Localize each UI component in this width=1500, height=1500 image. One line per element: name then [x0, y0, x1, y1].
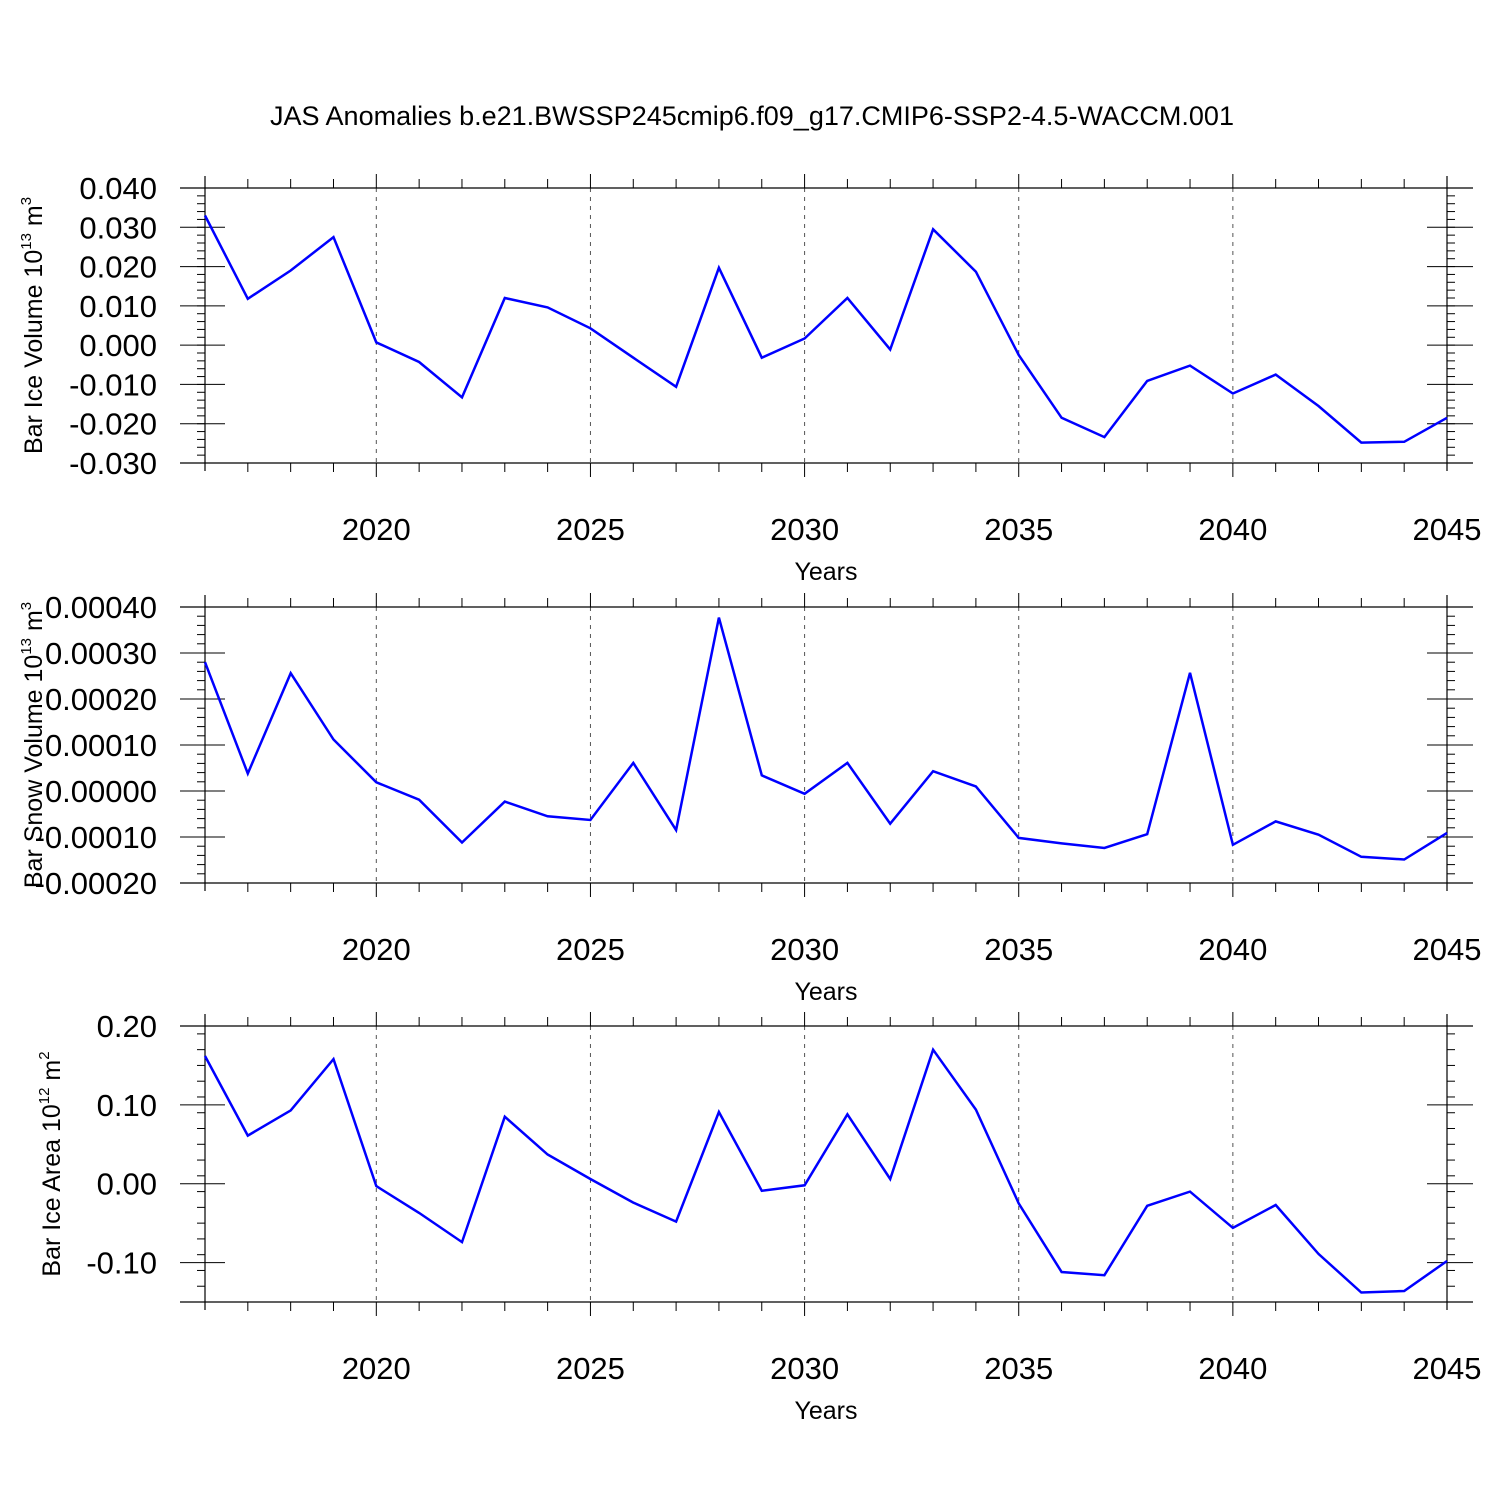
series-line — [203, 214, 1448, 444]
series-line — [203, 617, 1448, 861]
x-tick-label: 2025 — [556, 932, 625, 967]
y-tick-label: 0.00 — [97, 1167, 157, 1202]
x-tick-label: 2040 — [1198, 512, 1267, 547]
panel-3: -0.10 0.00 0.10 0.20 2020 2025 2030 2035 2040 204… — [36, 1009, 1481, 1425]
x-tick-label: 2035 — [984, 1351, 1053, 1386]
y-tick-label: 0.20 — [97, 1009, 157, 1044]
x-axis-label: Years — [794, 978, 857, 1006]
x-tick-label: 2030 — [770, 512, 839, 547]
x-tick-label: 2045 — [1413, 1351, 1482, 1386]
y-tick-label: -0.010 — [69, 367, 157, 402]
x-tick-label: 2030 — [770, 1351, 839, 1386]
y-axis-label: Bar Snow Volume 1013 m3 — [18, 602, 48, 888]
x-tick-label: 2020 — [342, 512, 411, 547]
series-line — [203, 1046, 1448, 1294]
x-tick-label: 2035 — [984, 512, 1053, 547]
y-axis-label: Bar Ice Volume 1013 m3 — [18, 197, 48, 454]
x-axis-label: Years — [794, 558, 857, 586]
y-tick-label: -0.020 — [69, 407, 157, 442]
y-axis-label: Bar Ice Area 1012 m2 — [36, 1051, 66, 1276]
y-tick-label: 0.030 — [79, 210, 157, 245]
x-axis-label: Years — [794, 1397, 857, 1425]
x-tick-label: 2020 — [342, 1351, 411, 1386]
x-tick-label: 2030 — [770, 932, 839, 967]
chart-title: JAS Anomalies b.e21.BWSSP245cmip6.f09_g1… — [270, 101, 1234, 131]
x-tick-label: 2040 — [1198, 932, 1267, 967]
y-tick-label: 0.00030 — [45, 636, 157, 671]
panel-1: -0.030 -0.020 -0.010 0.000 0.010 0.020 0.030 0.… — [18, 171, 1481, 586]
y-tick-label: 0.010 — [79, 289, 157, 324]
y-tick-label: 0.040 — [79, 171, 157, 206]
y-tick-label: 0.00020 — [45, 682, 157, 717]
y-tick-label: -0.00010 — [35, 820, 157, 855]
y-tick-label: -0.00020 — [35, 866, 157, 901]
y-tick-label: 0.10 — [97, 1088, 157, 1123]
y-tick-label: 0.020 — [79, 250, 157, 285]
x-tick-label: 2045 — [1413, 512, 1482, 547]
panel-2: -0.00020 -0.00010 0.00000 0.00010 0.00020 0.0… — [18, 590, 1481, 1006]
x-tick-label: 2020 — [342, 932, 411, 967]
y-tick-label: -0.030 — [69, 446, 157, 481]
y-tick-label: 0.00040 — [45, 590, 157, 625]
x-tick-label: 2035 — [984, 932, 1053, 967]
y-tick-label: -0.10 — [86, 1246, 157, 1281]
x-tick-label: 2045 — [1413, 932, 1482, 967]
x-tick-label: 2025 — [556, 1351, 625, 1386]
y-tick-label: 0.00000 — [45, 774, 157, 809]
y-tick-label: 0.000 — [79, 328, 157, 363]
x-tick-label: 2025 — [556, 512, 625, 547]
x-tick-label: 2040 — [1198, 1351, 1267, 1386]
y-tick-label: 0.00010 — [45, 728, 157, 763]
